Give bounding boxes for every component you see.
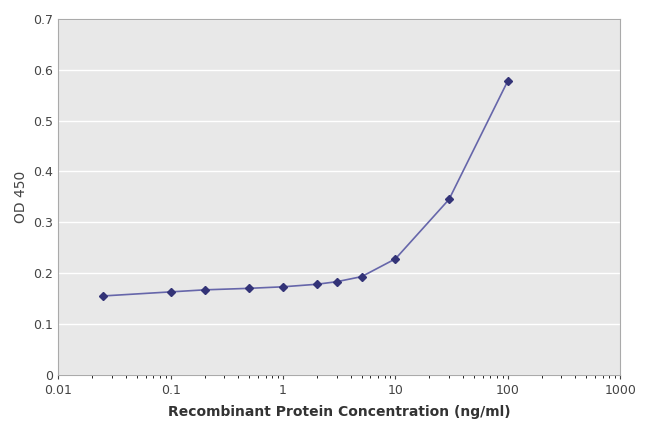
Y-axis label: OD 450: OD 450 <box>14 171 28 223</box>
X-axis label: Recombinant Protein Concentration (ng/ml): Recombinant Protein Concentration (ng/ml… <box>168 405 510 419</box>
